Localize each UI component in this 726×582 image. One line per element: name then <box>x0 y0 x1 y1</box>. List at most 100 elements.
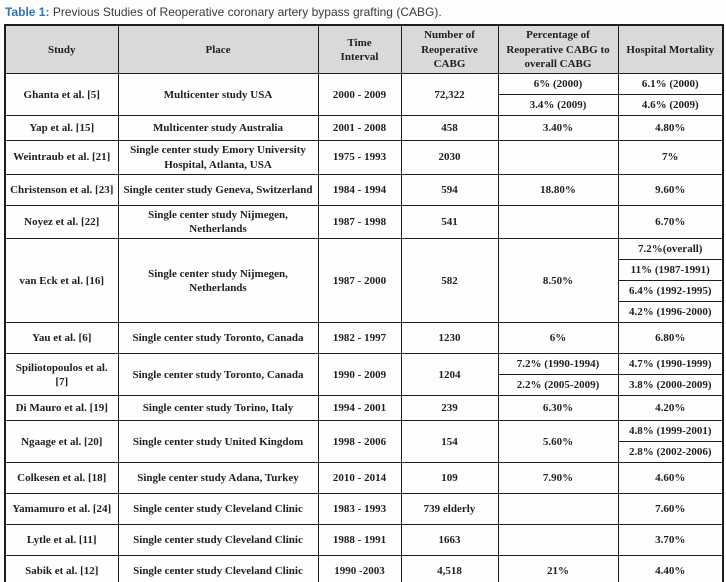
table-row: Yau et al. [6] Single center study Toron… <box>4 322 724 355</box>
cell-reoperative-count: 1663 <box>400 524 499 557</box>
table-row: Noyez et al. [22] Single center study Ni… <box>4 204 724 240</box>
cell-reoperative-count: 582 <box>400 238 499 324</box>
cell-study: van Eck et al. [16] <box>4 238 119 324</box>
column-header-time-interval-label: Time Interval <box>340 36 379 63</box>
cell-study: Sabik et al. [12] <box>4 555 119 582</box>
table-row: Christenson et al. [23] Single center st… <box>4 173 724 206</box>
cell-study: Di Mauro et al. [19] <box>4 395 119 422</box>
cell-time-interval: 1983 - 1993 <box>317 493 402 526</box>
cell-place: Single center study Geneva, Switzerland <box>117 173 319 206</box>
table-caption-label: Table 1: <box>5 5 50 19</box>
cell-reoperative-count: 458 <box>400 115 499 142</box>
cell-reoperative-count: 1230 <box>400 322 499 355</box>
cell-reoperative-percentage: 6% (2000) <box>497 73 619 96</box>
cell-reoperative-count: 2030 <box>400 140 499 175</box>
cell-study: Colkesen et al. [18] <box>4 462 119 495</box>
cell-reoperative-percentage: 6.30% <box>497 395 619 422</box>
cell-reoperative-count: 239 <box>400 395 499 422</box>
column-header-study: Study <box>4 24 119 75</box>
cell-hospital-mortality: 3.70% <box>617 524 724 557</box>
cell-study: Lytle et al. [11] <box>4 524 119 557</box>
cell-reoperative-percentage: 5.60% <box>497 420 619 464</box>
column-header-reoperative-percentage: Percentage of Reoperative CABG to overal… <box>497 24 619 75</box>
cell-place: Single center study Toronto, Canada <box>117 353 319 397</box>
cell-time-interval: 1990 -2003 <box>317 555 402 582</box>
cell-place: Single center study Torino, Italy <box>117 395 319 422</box>
cell-reoperative-percentage: 8.50% <box>497 238 619 324</box>
cell-reoperative-percentage: 2.2% (2005-2009) <box>497 374 619 397</box>
table-row: 4.2% (1996-2000) <box>5 301 724 324</box>
cell-time-interval: 1982 - 1997 <box>317 322 402 355</box>
table-row: Lytle et al. [11] Single center study Cl… <box>4 524 724 557</box>
cell-time-interval: 1975 - 1993 <box>317 140 402 175</box>
cell-place: Multicenter study USA <box>117 73 319 117</box>
cell-reoperative-count: 154 <box>400 420 499 464</box>
cell-reoperative-percentage <box>497 524 619 557</box>
cell-study: Ghanta et al. [5] <box>4 73 119 117</box>
cell-hospital-mortality: 11% (1987-1991) <box>617 259 724 282</box>
cell-reoperative-count: 594 <box>400 173 499 206</box>
cell-hospital-mortality: 7.2%(overall) <box>617 238 724 261</box>
table-row: Sabik et al. [12] Single center study Cl… <box>4 555 724 582</box>
cell-time-interval: 1988 - 1991 <box>317 524 402 557</box>
table-row: Yap et al. [15] Multicenter study Austra… <box>4 115 724 142</box>
cell-hospital-mortality: 4.60% <box>617 462 724 495</box>
cell-time-interval: 1984 - 1994 <box>317 173 402 206</box>
cell-study: Christenson et al. [23] <box>4 173 119 206</box>
cell-time-interval: 1990 - 2009 <box>317 353 402 397</box>
table-row: Yamamuro et al. [24] Single center study… <box>4 493 724 526</box>
cell-hospital-mortality: 4.7% (1990-1999) <box>617 353 724 376</box>
cell-time-interval: 2001 - 2008 <box>317 115 402 142</box>
cell-hospital-mortality: 9.60% <box>617 173 724 206</box>
studies-table: Study Place Time Interval Number of Reop… <box>4 24 724 582</box>
cell-reoperative-percentage <box>497 140 619 175</box>
cell-reoperative-count: 541 <box>400 204 499 240</box>
cell-reoperative-percentage: 7.2% (1990-1994) <box>497 353 619 376</box>
table-row: Colkesen et al. [18] Single center study… <box>4 462 724 495</box>
cell-reoperative-percentage <box>497 493 619 526</box>
table-row: Spiliotopoulos et al. [7] Single center … <box>4 353 724 397</box>
column-header-hospital-mortality: Hospital Mortality <box>617 24 724 75</box>
table-caption: Table 1: Previous Studies of Reoperative… <box>5 5 722 19</box>
table-row: Di Mauro et al. [19] Single center study… <box>4 395 724 422</box>
cell-hospital-mortality: 4.6% (2009) <box>617 94 724 117</box>
cell-reoperative-percentage: 7.90% <box>497 462 619 495</box>
cell-study: Ngaage et al. [20] <box>4 420 119 464</box>
cell-reoperative-percentage <box>497 204 619 240</box>
cell-time-interval: 1987 - 2000 <box>317 238 402 324</box>
cell-place: Single center study Emory University Hos… <box>117 140 319 175</box>
table-caption-text: Previous Studies of Reoperative coronary… <box>52 5 442 19</box>
cell-place: Multicenter study Australia <box>117 115 319 142</box>
cell-study: Weintraub et al. [21] <box>4 140 119 175</box>
cell-hospital-mortality: 6.80% <box>617 322 724 355</box>
header-row: Study Place Time Interval Number of Reop… <box>4 24 724 75</box>
cell-study: Noyez et al. [22] <box>4 204 119 240</box>
cell-time-interval: 2010 - 2014 <box>317 462 402 495</box>
cell-reoperative-count: 739 elderly <box>400 493 499 526</box>
column-header-time-interval: Time Interval <box>317 24 402 75</box>
cell-hospital-mortality: 6.4% (1992-1995) <box>617 280 724 303</box>
cell-study: Spiliotopoulos et al. [7] <box>4 353 119 397</box>
cell-hospital-mortality: 7.60% <box>617 493 724 526</box>
cell-place: Single center study Cleveland Clinic <box>117 493 319 526</box>
cell-reoperative-percentage: 6% <box>497 322 619 355</box>
cell-time-interval: 2000 - 2009 <box>317 73 402 117</box>
cell-reoperative-percentage: 3.40% <box>497 115 619 142</box>
cell-place: Single center study Cleveland Clinic <box>117 555 319 582</box>
cell-place: Single center study United Kingdom <box>117 420 319 464</box>
cell-hospital-mortality: 3.8% (2000-2009) <box>617 374 724 397</box>
cell-hospital-mortality: 6.70% <box>617 204 724 240</box>
cell-place: Single center study Cleveland Clinic <box>117 524 319 557</box>
table-row: van Eck et al. [16] Single center study … <box>4 238 724 324</box>
cell-time-interval: 1994 - 2001 <box>317 395 402 422</box>
column-header-reoperative-count: Number of Reoperative CABG <box>400 24 499 75</box>
cell-study: Yau et al. [6] <box>4 322 119 355</box>
cell-hospital-mortality: 4.80% <box>617 115 724 142</box>
cell-time-interval: 1998 - 2006 <box>317 420 402 464</box>
cell-reoperative-percentage: 21% <box>497 555 619 582</box>
cell-place: Single center study Toronto, Canada <box>117 322 319 355</box>
cell-hospital-mortality: 7% <box>617 140 724 175</box>
cell-reoperative-count: 109 <box>400 462 499 495</box>
cell-reoperative-percentage: 18.80% <box>497 173 619 206</box>
